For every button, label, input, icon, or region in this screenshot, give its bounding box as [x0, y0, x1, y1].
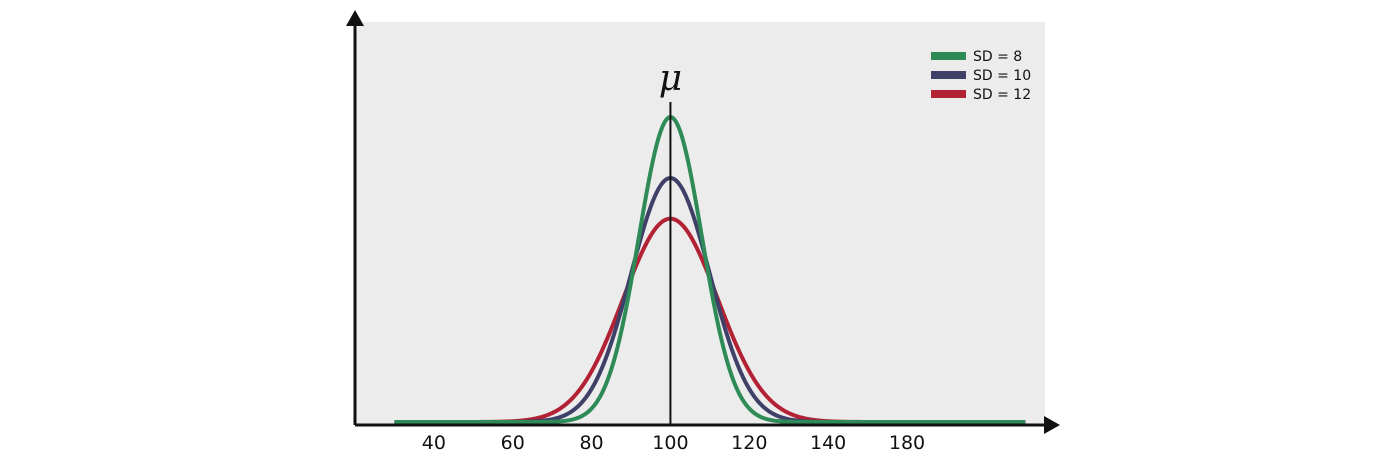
legend: SD = 8 SD = 10 SD = 12 [931, 49, 1031, 103]
x-tick-label: 60 [501, 432, 525, 454]
x-tick-label: 80 [579, 432, 603, 454]
mean-label: μ [659, 58, 682, 99]
x-axis-arrow-icon [1044, 416, 1060, 434]
x-tick-label: 180 [889, 432, 925, 454]
x-tick-label: 100 [652, 432, 688, 454]
x-tick-labels: 40 60 80 100 120 140 180 [422, 432, 925, 454]
y-axis-arrow-icon [346, 10, 364, 26]
x-tick-label: 140 [810, 432, 846, 454]
legend-label-sd-12: SD = 12 [973, 87, 1031, 103]
legend-swatch-sd-8 [931, 52, 966, 60]
series-line-sd-8 [394, 115, 1026, 424]
legend-swatch-sd-10 [931, 71, 966, 79]
x-tick-label: 40 [422, 432, 446, 454]
legend-label-sd-10: SD = 10 [973, 68, 1031, 84]
curves-layer [394, 115, 1026, 424]
x-tick-label: 120 [731, 432, 767, 454]
legend-label-sd-8: SD = 8 [973, 49, 1022, 65]
legend-swatch-sd-12 [931, 90, 966, 98]
